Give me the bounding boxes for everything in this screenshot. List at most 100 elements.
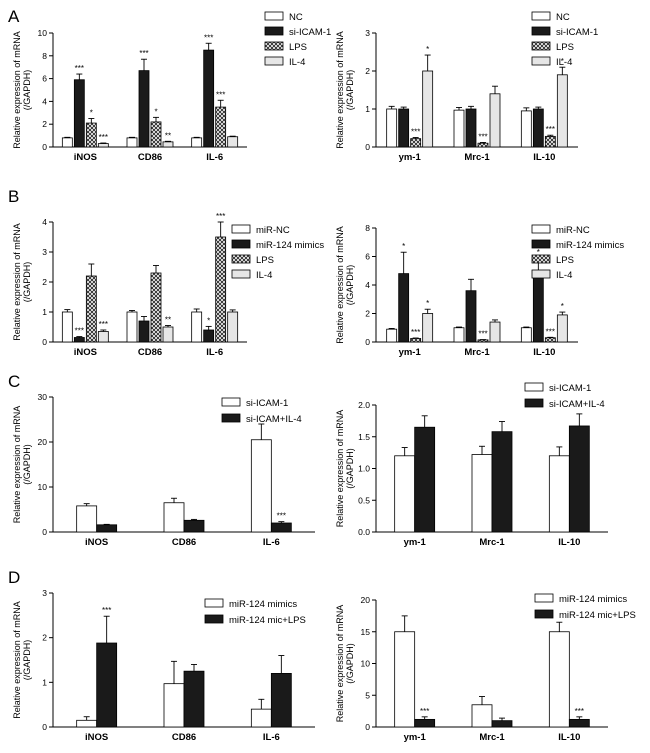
bar — [414, 426, 436, 533]
bar — [250, 708, 272, 728]
category-label: CD86 — [138, 152, 162, 163]
legend-label: si-ICAM-1 — [556, 27, 598, 38]
y-axis-title-unit: (/GAPDH) — [22, 262, 32, 303]
bar — [386, 108, 398, 148]
legend-label: IL-4 — [556, 270, 572, 281]
category-label: ym-1 — [399, 347, 422, 358]
bar — [520, 327, 532, 343]
bar — [227, 136, 239, 148]
significance-mark: *** — [204, 33, 213, 42]
bar — [453, 327, 465, 343]
category-label: Mrc-1 — [479, 537, 505, 548]
bar — [532, 108, 544, 148]
legend-swatch — [231, 269, 251, 279]
category-label: iNOS — [85, 537, 108, 548]
legend-swatch — [231, 239, 251, 249]
chart-a-right: 0 1 2 3 Relative expression of mRNA (/GAPDH) *… — [335, 11, 598, 163]
y-tick-label: 8 — [42, 51, 47, 61]
bar — [422, 313, 434, 343]
legend-label: NC — [289, 12, 303, 23]
legend-label: IL-4 — [289, 57, 305, 68]
bar — [183, 670, 205, 728]
chart-b-left: 0 1 2 3 4 Relative expression of mRNA (/GAPDH)… — [12, 212, 324, 358]
chart-d-right: 0 5 10 15 20 Relative expression of mRNA (/GAP… — [335, 593, 636, 743]
legend-label: si-ICAM-1 — [549, 383, 591, 394]
legend-label: miR-NC — [256, 225, 290, 236]
y-tick-label: 2 — [365, 66, 370, 76]
y-axis-title-unit: (/GAPDH) — [345, 265, 355, 306]
significance-mark: * — [561, 302, 564, 311]
bar — [568, 425, 590, 533]
legend-label: LPS — [289, 42, 307, 53]
legend-swatch — [531, 224, 551, 234]
bar — [471, 704, 493, 728]
bar — [398, 273, 410, 343]
category-label: iNOS — [74, 347, 97, 358]
y-axis-title-unit: (/GAPDH) — [22, 640, 32, 681]
bar — [471, 454, 493, 533]
bar — [270, 522, 292, 533]
bar — [203, 329, 215, 343]
bar — [162, 326, 174, 343]
y-tick-label: 0 — [365, 142, 370, 152]
legend-label: miR-124 mimics — [229, 599, 297, 610]
bar — [477, 339, 489, 343]
significance-mark: * — [207, 316, 210, 325]
significance-mark: * — [426, 45, 429, 54]
y-tick-label: 6 — [42, 74, 47, 84]
y-tick-label: 5 — [365, 690, 370, 700]
chart-d-left: 0 1 2 3 Relative expression of mRNA (/GAPDH) *… — [12, 588, 315, 743]
bar — [556, 74, 568, 148]
y-tick-label: 2 — [42, 119, 47, 129]
category-label: IL-10 — [558, 537, 580, 548]
legend-swatch — [264, 11, 284, 21]
y-axis-title-unit: (/GAPDH) — [345, 643, 355, 684]
y-axis-title: Relative expression of mRNA — [12, 223, 22, 341]
bar — [215, 106, 227, 148]
legend-label: si-ICAM-1 — [246, 398, 288, 409]
y-tick-label: 2 — [42, 633, 47, 643]
bar — [73, 79, 85, 148]
legend-swatch — [531, 254, 551, 264]
bar — [386, 328, 398, 343]
bar — [76, 719, 98, 728]
bar — [215, 236, 227, 343]
legend-label: LPS — [256, 255, 274, 266]
bar — [465, 108, 477, 148]
bar — [548, 455, 570, 533]
bar — [126, 137, 138, 148]
y-tick-label: 0.5 — [358, 495, 370, 505]
panel-label-d: D — [8, 568, 20, 587]
bar — [163, 502, 185, 533]
y-tick-label: 4 — [42, 96, 47, 106]
significance-mark: *** — [411, 328, 420, 337]
y-axis-title-unit: (/GAPDH) — [345, 70, 355, 111]
legend-swatch — [221, 397, 241, 407]
bar — [398, 108, 410, 148]
significance-mark: *** — [411, 128, 420, 137]
category-label: iNOS — [85, 732, 108, 743]
y-axis-title: Relative expression of mRNA — [335, 605, 345, 723]
bar — [568, 718, 590, 728]
significance-mark: *** — [99, 320, 108, 329]
bar — [97, 143, 109, 148]
significance-mark: *** — [75, 64, 84, 73]
y-tick-label: 10 — [38, 482, 48, 492]
bar — [191, 311, 203, 343]
significance-mark: * — [561, 57, 564, 66]
category-label: iNOS — [74, 152, 97, 163]
bar — [394, 631, 416, 728]
category-label: Mrc-1 — [464, 152, 490, 163]
y-tick-label: 2 — [42, 277, 47, 287]
bar — [76, 505, 98, 533]
bar — [85, 122, 97, 148]
y-tick-label: 0 — [42, 722, 47, 732]
category-label: ym-1 — [399, 152, 422, 163]
bar — [544, 337, 556, 343]
bar — [162, 141, 174, 148]
legend-label: NC — [556, 12, 570, 23]
significance-mark: *** — [139, 49, 148, 58]
y-tick-label: 8 — [365, 223, 370, 233]
bar — [556, 314, 568, 343]
significance-mark: *** — [478, 132, 487, 141]
